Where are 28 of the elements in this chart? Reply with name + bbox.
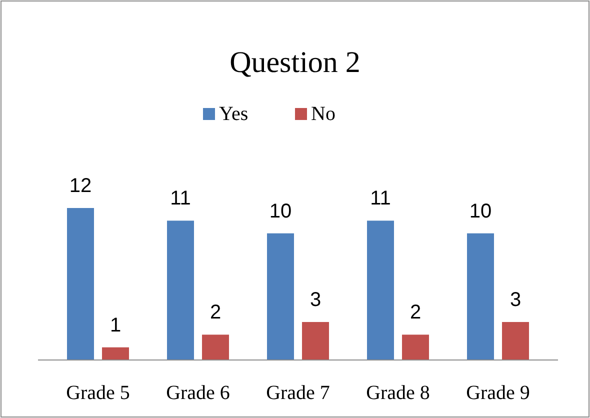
x-tick-label: Grade 8 [366,382,430,404]
data-label: 1 [110,314,122,336]
data-label: 10 [469,200,492,222]
x-tick-label: Grade 6 [166,382,230,404]
data-label: 12 [69,175,92,197]
bar [67,208,94,360]
bar [202,334,229,360]
x-tick-label: Grade 7 [266,382,330,404]
data-label: 3 [310,289,322,311]
x-tick-label: Grade 5 [66,382,130,404]
data-label: 3 [510,289,522,311]
bar [302,322,329,360]
bar [402,334,429,360]
bar [102,347,129,360]
x-tick-label: Grade 9 [466,382,530,404]
data-label: 11 [370,188,391,210]
legend-label: No [311,103,336,125]
data-label: 2 [210,302,222,324]
bar [267,233,294,360]
bar [502,322,529,360]
data-label: 2 [410,302,422,324]
data-label: 10 [269,200,292,222]
bar [467,233,494,360]
bar [367,220,394,360]
bar [167,220,194,360]
chart-title: Question 2 [230,46,360,79]
data-label: 11 [170,188,191,210]
legend-label: Yes [219,103,248,125]
